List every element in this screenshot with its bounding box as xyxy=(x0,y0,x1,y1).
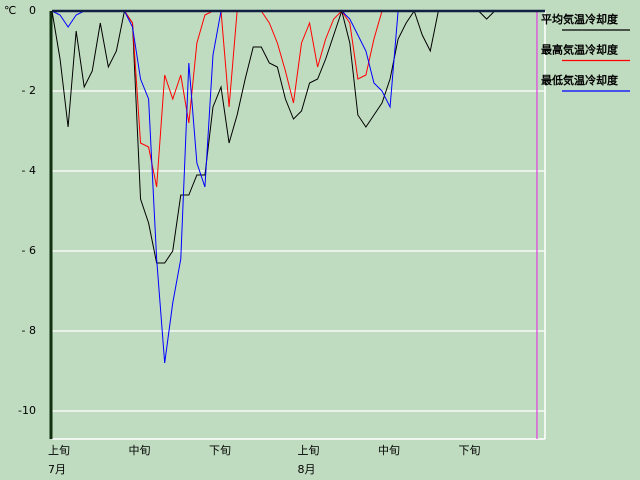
legend-label: 最低気温冷却度 xyxy=(541,73,619,87)
month-label: 8月 xyxy=(298,463,316,476)
x-tick-label: 中旬 xyxy=(128,444,150,457)
y-tick-label: - 4 xyxy=(22,164,36,177)
legend-label: 最高気温冷却度 xyxy=(541,43,619,57)
unit-label: ℃ xyxy=(4,4,16,17)
y-tick-label: - 8 xyxy=(22,324,36,337)
y-tick-label: - 6 xyxy=(22,244,36,257)
x-tick-label: 下旬 xyxy=(209,444,231,457)
y-tick-label: - 2 xyxy=(22,84,36,97)
x-tick-label: 下旬 xyxy=(458,444,480,457)
y-tick-label: 0 xyxy=(29,4,36,17)
legend-label: 平均気温冷却度 xyxy=(541,12,619,26)
x-tick-label: 上旬 xyxy=(298,444,320,457)
month-label: 7月 xyxy=(48,463,66,476)
x-tick-label: 中旬 xyxy=(378,444,400,457)
x-tick-label: 上旬 xyxy=(48,444,70,457)
y-tick-label: -10 xyxy=(18,404,36,417)
